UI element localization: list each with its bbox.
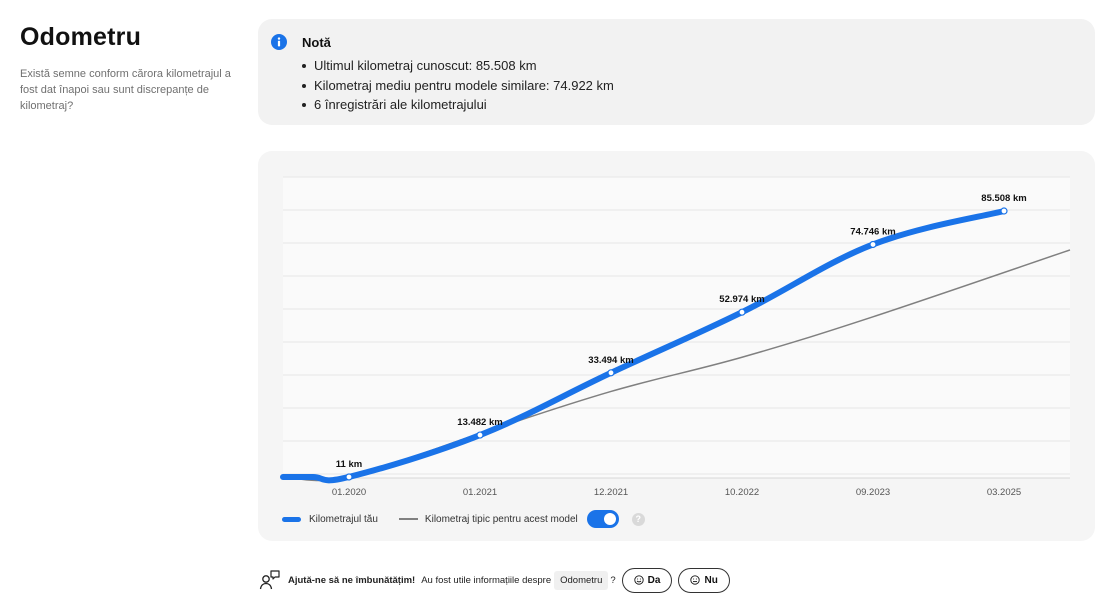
feedback-no-label: Nu (704, 574, 718, 586)
note-panel: Notă Ultimul kilometraj cunoscut: 85.508… (258, 19, 1095, 125)
data-point (476, 431, 484, 439)
feedback-yes-label: Da (647, 574, 661, 586)
legend-label-user: Kilometrajul tău (309, 513, 378, 525)
note-item: Ultimul kilometraj cunoscut: 85.508 km (302, 56, 614, 76)
data-point (607, 369, 615, 377)
page-subtitle: Există semne conform cărora kilometrajul… (20, 68, 231, 112)
feedback-topic: Odometru (554, 570, 609, 590)
data-label: 13.482 km (457, 417, 502, 428)
page-title: Odometru (20, 23, 142, 51)
note-title: Notă (302, 35, 331, 50)
x-tick-label: 12.2021 (594, 487, 628, 498)
user-mileage-line (280, 208, 1007, 484)
data-point (869, 240, 877, 249)
x-tick-label: 01.2020 (332, 487, 366, 498)
data-label: 33.494 km (588, 355, 633, 366)
note-item: Kilometraj mediu pentru modele similare:… (302, 76, 614, 96)
x-tick-label: 10.2022 (725, 487, 759, 498)
typical-mileage-toggle[interactable] (586, 510, 619, 528)
data-label: 11 km (336, 459, 362, 470)
data-label: 85.508 km (981, 193, 1026, 204)
help-icon[interactable]: ? (631, 512, 645, 526)
x-tick-label: 03.2025 (987, 487, 1021, 498)
data-label: 74.746 km (850, 226, 895, 237)
toggle-knob (603, 513, 616, 525)
feedback-heading: Ajută-ne să ne îmbunătățim! (288, 574, 416, 586)
feedback-question: Au fost utile informațiile despre (421, 574, 552, 586)
data-label: 52.974 km (719, 294, 764, 305)
feedback-question-mark: ? (610, 574, 616, 586)
legend-swatch-user (282, 516, 301, 522)
odometer-chart: 11 km 13.482 km 33.494 km 52.974 km 74.746 k… (280, 176, 1071, 498)
legend-label-typical: Kilometraj tipic pentru acest model (424, 513, 578, 525)
person-chat-icon (259, 570, 280, 590)
smile-icon (634, 575, 644, 585)
neutral-face-icon (690, 575, 701, 585)
x-tick-label: 01.2021 (463, 487, 497, 498)
feedback-yes-button[interactable]: Da (621, 567, 673, 593)
data-point (738, 308, 746, 316)
note-item: 6 înregistrări ale kilometrajului (302, 95, 614, 115)
data-point (345, 473, 353, 481)
info-icon (271, 34, 287, 50)
chart-legend: Kilometrajul tău Kilometraj tipic pentru… (282, 509, 645, 529)
odometer-chart-card: 11 km 13.482 km 33.494 km 52.974 km 74.746 k… (258, 151, 1095, 541)
feedback-bar: Ajută-ne să ne îmbunătățim! Au fost util… (258, 566, 730, 594)
legend-swatch-typical (398, 518, 418, 520)
page-header: Odometru Există semne conform cărora kil… (20, 22, 235, 114)
data-point (1000, 207, 1008, 215)
feedback-no-button[interactable]: Nu (678, 567, 730, 593)
note-list: Ultimul kilometraj cunoscut: 85.508 km K… (302, 56, 614, 115)
x-tick-label: 09.2023 (856, 487, 890, 498)
